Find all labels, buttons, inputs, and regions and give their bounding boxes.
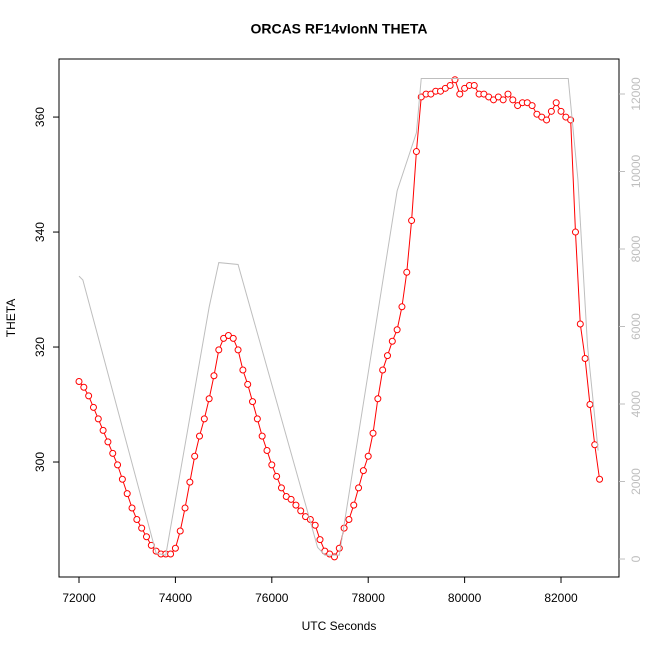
point	[456, 90, 464, 98]
point	[277, 484, 285, 492]
point	[109, 449, 117, 457]
y-tick-label: 320	[33, 337, 47, 357]
point	[369, 429, 377, 437]
point	[181, 504, 189, 512]
point	[196, 432, 204, 440]
point	[499, 96, 507, 104]
chart-title: ORCAS RF14vIonN THETA	[250, 21, 427, 37]
point	[215, 346, 223, 354]
point	[557, 107, 565, 115]
point	[118, 475, 126, 483]
point	[210, 372, 218, 380]
point	[297, 507, 305, 515]
point	[509, 96, 517, 104]
y2-tick-label: 12000	[629, 77, 643, 111]
point	[446, 81, 454, 89]
point	[244, 380, 252, 388]
y2-tick-label: 6000	[629, 313, 643, 340]
point	[263, 447, 271, 455]
point	[451, 76, 459, 84]
point	[205, 395, 213, 403]
point	[292, 501, 300, 509]
y2-tick-label: 4000	[629, 390, 643, 417]
point	[311, 521, 319, 529]
point	[75, 378, 83, 386]
point	[374, 395, 382, 403]
x-tick-label: 74000	[159, 591, 193, 605]
point	[528, 102, 536, 110]
point	[133, 516, 141, 524]
point	[94, 415, 102, 423]
point	[398, 303, 406, 311]
point	[142, 533, 150, 541]
point	[200, 415, 208, 423]
point	[268, 461, 276, 469]
y2-tick-label: 0	[629, 555, 643, 562]
point	[543, 116, 551, 124]
point	[412, 148, 420, 156]
point	[576, 320, 584, 328]
point	[383, 352, 391, 360]
y2-tick-label: 10000	[629, 154, 643, 188]
plot-box	[58, 58, 620, 578]
point	[470, 81, 478, 89]
point	[114, 461, 122, 469]
point	[89, 403, 97, 411]
point	[547, 107, 555, 115]
point	[393, 326, 401, 334]
series-line	[78, 78, 601, 558]
point	[258, 432, 266, 440]
point	[552, 99, 560, 107]
point	[80, 383, 88, 391]
point	[316, 536, 324, 544]
point	[229, 334, 237, 342]
point	[171, 544, 179, 552]
x-tick-label: 76000	[255, 591, 289, 605]
point	[186, 478, 194, 486]
point	[99, 426, 107, 434]
x-tick-label: 82000	[544, 591, 578, 605]
x-axis-title: UTC Seconds	[302, 619, 377, 633]
x-tick-label: 78000	[352, 591, 386, 605]
point	[176, 527, 184, 535]
point	[350, 501, 358, 509]
y2-tick-label: 2000	[629, 468, 643, 495]
y-tick-label: 360	[33, 107, 47, 127]
point	[253, 415, 261, 423]
point	[239, 366, 247, 374]
series-line	[78, 77, 599, 556]
point	[355, 484, 363, 492]
x-tick-label: 72000	[62, 591, 96, 605]
point	[123, 490, 131, 498]
point	[359, 467, 367, 475]
y2-tick-label: 8000	[629, 235, 643, 262]
point	[104, 438, 112, 446]
y-axis-title: THETA	[4, 299, 18, 337]
point	[408, 217, 416, 225]
point	[364, 452, 372, 460]
point	[287, 495, 295, 503]
point	[273, 472, 281, 480]
point	[249, 398, 257, 406]
point	[345, 516, 353, 524]
point	[335, 544, 343, 552]
y-tick-label: 340	[33, 222, 47, 242]
y-tick-label: 300	[33, 452, 47, 472]
point	[379, 366, 387, 374]
x-tick-label: 80000	[448, 591, 482, 605]
point	[234, 346, 242, 354]
point	[571, 228, 579, 236]
point	[191, 452, 199, 460]
point	[581, 355, 589, 363]
point	[504, 90, 512, 98]
point	[403, 268, 411, 276]
point	[388, 337, 396, 345]
point	[586, 401, 594, 409]
point	[128, 504, 136, 512]
point	[138, 524, 146, 532]
point	[167, 550, 175, 558]
point	[596, 475, 604, 483]
point	[85, 392, 93, 400]
